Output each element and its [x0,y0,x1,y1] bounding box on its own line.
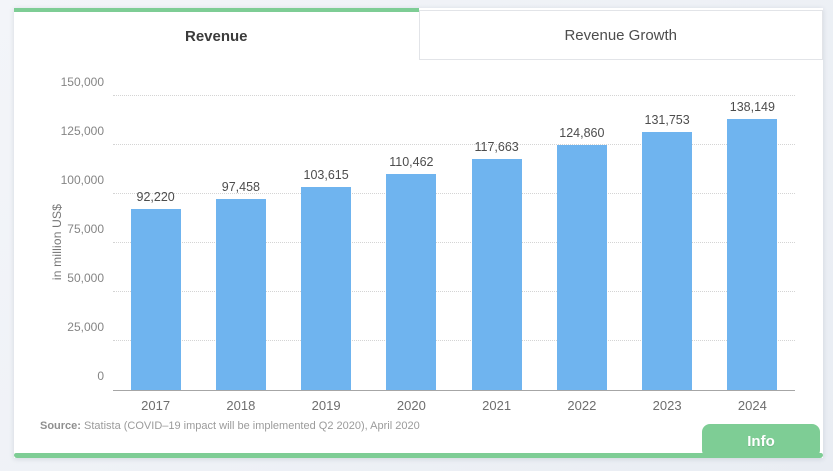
bars-container: 92,220 97,458 103,615 110,462 117,663 124,860… [113,97,795,390]
bar-2017[interactable] [130,209,181,390]
source-note: Source: Statista (COVID–19 impact will b… [40,420,420,432]
bar-group-2020: 110,462 [369,97,454,390]
source-text: Statista (COVID–19 impact will be implem… [80,420,420,432]
y-tick-label: 25,000 [67,320,104,334]
gridline [113,242,795,243]
gridline [113,291,795,292]
x-tick-label: 2017 [141,398,171,413]
bar-2023[interactable] [642,131,693,390]
bar-group-2022: 124,860 [539,97,624,390]
bar-2019[interactable] [301,186,352,390]
x-tick-label: 2024 [737,398,767,413]
x-tick-label: 2021 [482,398,512,413]
bar-value-label: 97,458 [221,179,260,194]
y-tick-label: 50,000 [67,271,104,285]
gridline [113,144,795,145]
x-tick-label: 2022 [567,398,597,413]
bar-value-label: 138,149 [729,100,775,115]
bar-group-2017: 92,220 [113,97,198,390]
y-tick-label: 100,000 [60,173,104,187]
y-axis-title: in million US$ [50,203,64,281]
x-tick-label: 2019 [311,398,341,413]
tab-revenue[interactable]: Revenue [14,8,419,60]
bar-group-2021: 117,663 [454,97,539,390]
statistic-card: Revenue Revenue Growth in million US$ 0 2… [14,8,823,458]
x-tick-label: 2020 [396,398,426,413]
bar-chart: in million US$ 0 25,000 50,000 75,000 100,00… [14,60,823,423]
bar-group-2023: 131,753 [625,97,710,390]
bar-value-label: 110,462 [389,154,434,169]
bar-value-label: 131,753 [644,112,690,127]
tab-bar: Revenue Revenue Growth [14,8,823,60]
bar-value-label: 103,615 [303,167,349,182]
x-tick-label: 2018 [226,398,256,413]
y-tick-label: 0 [97,369,104,383]
bar-2020[interactable] [386,173,437,390]
card-bottom-accent [14,453,823,458]
y-tick-label: 75,000 [67,222,104,236]
tab-revenue-growth[interactable]: Revenue Growth [418,10,823,60]
tab-revenue-growth-label: Revenue Growth [564,26,678,44]
bar-value-label: 92,220 [136,190,175,205]
bar-value-label: 117,663 [474,140,519,155]
source-prefix: Source: [40,420,81,432]
tab-revenue-label: Revenue [184,27,248,45]
bar-group-2018: 97,458 [198,97,283,390]
gridline [113,340,795,341]
bar-2022[interactable] [556,145,607,390]
x-axis-labels: 2017 2018 2019 2020 2021 2022 2023 2024 [113,398,795,413]
plot-area: 0 25,000 50,000 75,000 100,000 125,000 150,000… [61,75,795,391]
gridline [113,193,795,194]
bar-group-2024: 138,149 [710,97,795,390]
bar-value-label: 124,860 [559,126,605,141]
bar-2024[interactable] [727,119,778,390]
bar-2021[interactable] [471,159,522,390]
gridline [113,95,795,96]
bar-group-2019: 103,615 [284,97,369,390]
info-button[interactable]: Info [702,424,820,458]
x-tick-label: 2023 [652,398,682,413]
y-tick-label: 125,000 [60,124,104,138]
bar-2018[interactable] [215,198,266,390]
y-tick-label: 150,000 [60,75,104,89]
